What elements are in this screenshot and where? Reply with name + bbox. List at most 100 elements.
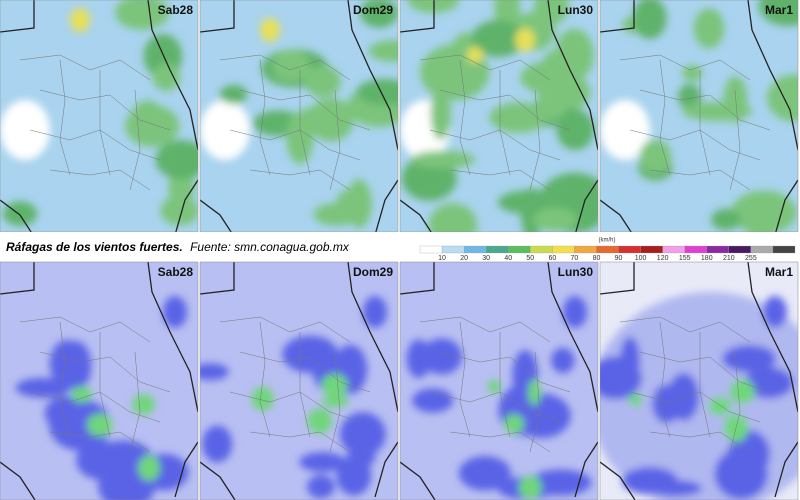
panel-label: Lun30 [558,3,594,17]
strong-gust-area [86,413,113,437]
gust-area [458,456,511,491]
legend-swatch [419,245,443,254]
municipal-borders [619,316,771,453]
gust-field [600,0,798,232]
gust-area [722,344,777,373]
legend-tick: 80 [593,255,601,262]
gust-area [115,0,170,30]
map-area [400,0,598,232]
state-border [200,0,398,232]
gust-field [15,296,189,500]
strong-gust-area [137,454,161,482]
gust-area [152,63,181,92]
panel-frame [0,261,199,500]
legend-swatch [618,245,641,254]
panel-label: Dom29 [353,265,393,279]
map-panel: Dom29 [199,0,399,233]
gust-area [363,296,387,328]
legend-swatch [640,245,663,254]
gust-area [714,448,768,500]
gust-area [667,372,700,421]
low-gust-area [200,100,250,160]
gust-area [49,399,112,451]
map-panel: Mar1 [599,0,799,233]
panel-label: Mar1 [765,3,793,17]
map-panel: Sab28 [0,0,199,233]
strong-gust-area [321,373,348,396]
gust-area [633,0,667,40]
legend-tick: 100 [635,255,647,262]
legend-tick: 90 [615,255,623,262]
gust-area [556,109,595,151]
panel-label: Mar1 [765,265,793,279]
map-panel: Lun30 [399,261,599,500]
gust-area [412,388,454,413]
strong-gust-area [729,378,756,405]
bottom-row: Sab28 Dom29 Lun30 Mar1 [0,261,799,500]
strong-gust-area [518,475,542,500]
legend-tick: 210 [723,255,735,262]
panel-label: Sab28 [158,3,194,17]
municipal-borders [419,316,571,453]
gust-area [15,377,71,398]
state-border [600,0,798,232]
gust-area [200,363,229,381]
legend-tick: 30 [482,255,490,262]
gust-area [551,347,575,374]
strong-gust-area [515,28,535,52]
gust-area [219,84,248,104]
municipal-borders [419,54,571,191]
gust-area [125,105,180,147]
caption: Ráfagas de los vientos fuertes. Fuente: … [6,240,350,254]
gust-area [368,40,398,62]
strong-gust-area [627,393,644,407]
legend-swatch [508,245,531,254]
gust-area [497,190,564,215]
gust-area [693,8,725,49]
gust-area [407,0,459,13]
panel-frame [599,261,799,500]
state-border [0,0,198,232]
gust-area [92,440,155,485]
legend-swatch [574,245,597,254]
gust-area [471,20,525,57]
gust-area [763,296,787,328]
gust-area [489,102,548,133]
legend-tick: 120 [657,255,669,262]
gust-area [160,196,198,226]
map-panel: Mar1 [599,261,799,500]
low-gust-area [600,100,650,160]
top-row: Sab28 Dom29 Lun30 Mar1 [0,0,799,233]
legend-tick: 155 [679,255,691,262]
legend-swatch [772,245,796,254]
gust-area [359,0,398,28]
gust-area [410,150,476,169]
gust-area [299,452,346,472]
gust-area [286,111,314,164]
legend-tick: 50 [526,255,534,262]
strong-gust-area [503,413,525,434]
low-gust-area [0,100,50,160]
map-area [400,262,598,500]
gust-area [155,140,198,180]
gust-area [202,425,233,463]
legend-tick: 20 [460,255,468,262]
strong-gust-area [260,18,280,42]
gust-area [346,179,372,228]
legend-swatch [662,245,685,254]
caption-title: Ráfagas de los vientos fuertes. [6,240,183,254]
gust-area [307,474,335,499]
legend-tick: 70 [571,255,579,262]
municipal-borders [19,54,171,191]
strong-gust-area [132,394,156,415]
legend-swatch [728,245,752,254]
gust-area [308,97,354,142]
map-area [0,262,198,500]
map-area [600,0,798,232]
gust-area [271,49,311,83]
gust-area [163,296,187,328]
municipal-borders [619,54,771,191]
state-border [0,262,198,500]
map-area [200,262,398,500]
